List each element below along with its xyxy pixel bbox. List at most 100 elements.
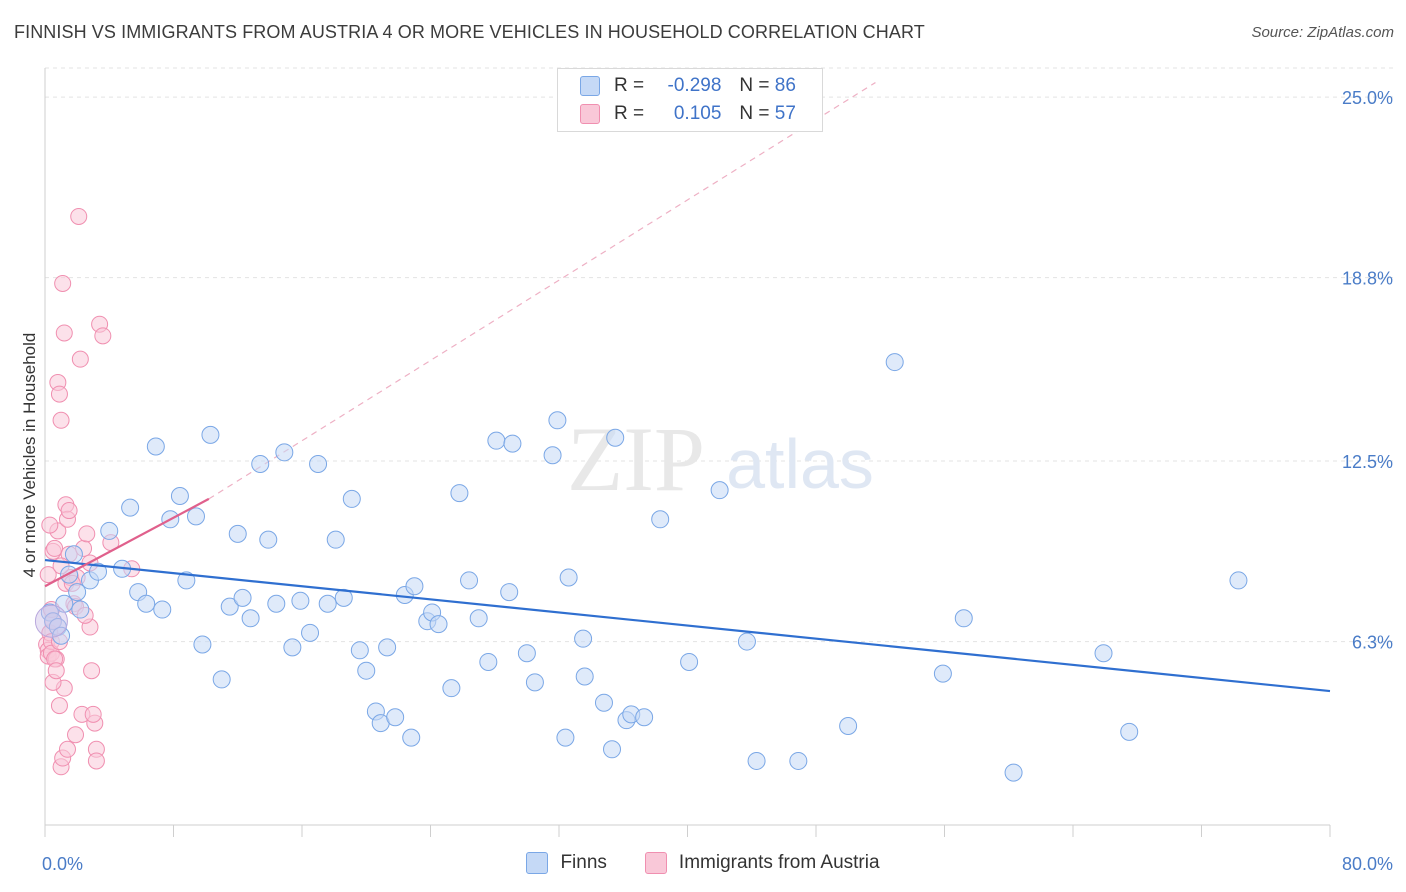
finns-trend-line xyxy=(44,558,1331,693)
finns-point-16 xyxy=(146,437,165,456)
finns-point-55 xyxy=(460,571,479,590)
r-value: -0.298 xyxy=(667,75,722,96)
y-tick-label-3: 25.0% xyxy=(1342,88,1393,108)
n-label: N = xyxy=(739,103,770,124)
finns-point-13 xyxy=(121,498,140,517)
finns-point-82 xyxy=(885,353,904,372)
austria-point-8 xyxy=(46,539,64,557)
austria-point-17 xyxy=(54,274,72,292)
finns-point-10 xyxy=(89,562,108,581)
finns-point-7 xyxy=(68,583,87,602)
austria-points xyxy=(38,207,141,776)
austria-point-29 xyxy=(70,207,88,225)
austria-point-55 xyxy=(67,726,85,744)
finns-point-83 xyxy=(933,664,952,683)
r-value: 0.105 xyxy=(673,103,722,124)
finns-point-76 xyxy=(680,652,699,671)
austria-trend-extension xyxy=(208,82,876,500)
finns-point-3 xyxy=(52,626,71,645)
finns-point-45 xyxy=(378,638,397,657)
austria-point-14 xyxy=(52,411,70,429)
austria-legend-swatch xyxy=(644,852,667,874)
finns-point-48 xyxy=(402,728,421,747)
austria-point-35 xyxy=(83,662,101,680)
finns-point-85 xyxy=(1004,763,1023,782)
finns-point-62 xyxy=(525,673,544,692)
finns-point-88 xyxy=(1229,571,1248,590)
n-value: 86 xyxy=(774,75,796,96)
austria-point-13 xyxy=(50,697,68,715)
austria-point-48 xyxy=(47,662,65,680)
austria-point-45 xyxy=(39,566,57,584)
finns-point-60 xyxy=(503,434,522,453)
finns-point-32 xyxy=(275,443,294,462)
correlation-legend: R = -0.298 N = 86 R = 0.105 N = 57 xyxy=(557,68,823,132)
finns-point-33 xyxy=(283,638,302,657)
finns-point-40 xyxy=(342,489,361,508)
finns-point-17 xyxy=(153,600,172,619)
legend-item-austria: Immigrants from Austria xyxy=(644,852,880,874)
finns-point-54 xyxy=(450,484,469,503)
x-tick-label-max: 80.0% xyxy=(1342,854,1393,874)
finns-point-24 xyxy=(212,670,231,689)
finns-point-31 xyxy=(267,594,286,613)
austria-point-47 xyxy=(41,516,59,534)
austria-swatch xyxy=(580,104,600,124)
finns-point-78 xyxy=(737,632,756,651)
austria-point-23 xyxy=(60,502,78,520)
n-value: 57 xyxy=(774,103,796,124)
finns-point-84 xyxy=(954,609,973,628)
overlap-cluster xyxy=(34,604,68,638)
finns-point-38 xyxy=(326,530,345,549)
finns-point-19 xyxy=(170,486,189,505)
finns-point-21 xyxy=(186,507,205,526)
legend-row-finns: R = -0.298 N = 86 xyxy=(580,73,796,99)
gridlines xyxy=(45,67,1393,643)
austria-point-12 xyxy=(50,385,68,403)
y-tick-label-1: 12.5% xyxy=(1342,452,1393,472)
finns-point-52 xyxy=(429,615,448,634)
finns-point-67 xyxy=(574,629,593,648)
finns-point-8 xyxy=(71,600,90,619)
finns-point-79 xyxy=(747,751,766,770)
finns-point-74 xyxy=(635,708,654,727)
austria-point-49 xyxy=(58,740,76,758)
finns-point-57 xyxy=(479,652,498,671)
finns-point-61 xyxy=(517,644,536,663)
axes xyxy=(44,68,1331,837)
finns-swatch xyxy=(580,76,600,96)
finns-point-26 xyxy=(228,524,247,543)
finns-point-65 xyxy=(556,728,575,747)
chart-title: FINNISH VS IMMIGRANTS FROM AUSTRIA 4 OR … xyxy=(14,22,925,42)
y-tick-label-2: 18.8% xyxy=(1342,269,1393,289)
legend-label-finns: Finns xyxy=(560,852,607,873)
austria-point-53 xyxy=(84,705,102,723)
finns-point-35 xyxy=(301,623,320,642)
austria-point-18 xyxy=(55,324,73,342)
finns-point-22 xyxy=(193,635,212,654)
finns-points xyxy=(34,353,1248,782)
watermark-zip: ZIP xyxy=(567,408,705,510)
finns-point-42 xyxy=(357,661,376,680)
finns-point-69 xyxy=(594,693,613,712)
finns-point-68 xyxy=(575,667,594,686)
legend-item-finns: Finns xyxy=(526,852,607,874)
r-label: R = xyxy=(614,103,645,124)
finns-point-27 xyxy=(233,588,252,607)
x-tick-label-min: 0.0% xyxy=(42,854,83,874)
r-label: R = xyxy=(614,75,645,96)
austria-point-40 xyxy=(94,327,112,345)
finns-point-39 xyxy=(334,588,353,607)
finns-point-28 xyxy=(241,609,260,628)
legend-row-austria: R = 0.105 N = 57 xyxy=(580,101,796,127)
finns-point-25 xyxy=(220,597,239,616)
finns-point-80 xyxy=(789,751,808,770)
finns-point-81 xyxy=(839,717,858,736)
finns-point-46 xyxy=(386,708,405,727)
y-tick-labels: 6.3% 12.5% 18.8% 25.0% xyxy=(1342,88,1393,652)
finns-point-36 xyxy=(309,454,328,473)
finns-point-37 xyxy=(318,594,337,613)
finns-point-87 xyxy=(1120,722,1139,741)
source-credit: Source: ZipAtlas.com xyxy=(1251,24,1394,41)
finns-point-11 xyxy=(100,521,119,540)
